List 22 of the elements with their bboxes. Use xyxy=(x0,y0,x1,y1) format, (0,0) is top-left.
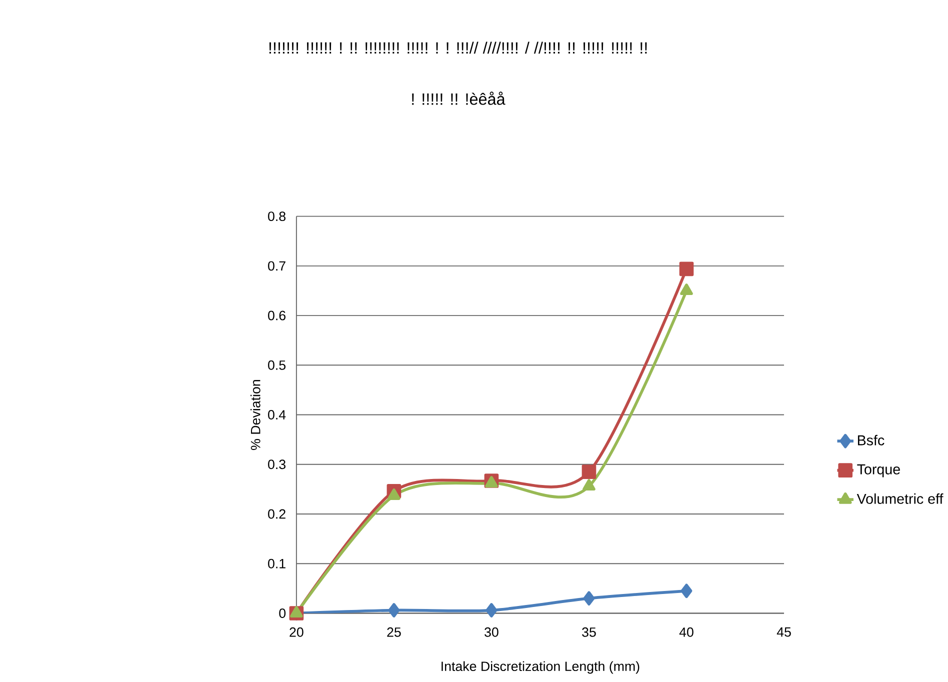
x-tick-label: 30 xyxy=(484,627,498,637)
x-tick-label: 35 xyxy=(582,627,596,637)
x-tick-label: 40 xyxy=(679,627,694,637)
y-tick-label: 0.4 xyxy=(268,410,286,420)
x-tick-label: 20 xyxy=(290,627,304,637)
x-tick-label: 45 xyxy=(776,627,791,637)
y-tick-label: 0.2 xyxy=(268,509,286,519)
x-tick-label: 25 xyxy=(387,627,401,637)
y-tick-label: 0.5 xyxy=(268,360,286,370)
legend-label: Bsfc xyxy=(858,434,884,446)
y-tick-label: 0.7 xyxy=(268,261,286,271)
y-tick-label: 0.1 xyxy=(268,558,286,568)
legend-label: Torque xyxy=(857,464,900,478)
legend-label: Volumetric eff xyxy=(856,493,944,504)
chart-title: !!!!!!! !!!!!! ! !! !!!!!!!! !!!!! ! ! !!!// ////!!!! / //!!!! !! !!!!! !!!!! !! xyxy=(269,42,647,54)
chart-subtitle: ! !!!!! !! !èêåå xyxy=(412,92,506,105)
y-tick-label: 0.8 xyxy=(268,211,286,221)
y-axis-title: % Deviation xyxy=(250,380,260,450)
y-tick-label: 0 xyxy=(279,608,286,618)
x-axis-title: Intake Discretization Length (mm) xyxy=(442,661,640,674)
y-tick-label: 0.6 xyxy=(268,310,286,320)
y-tick-label: 0.3 xyxy=(268,460,286,470)
